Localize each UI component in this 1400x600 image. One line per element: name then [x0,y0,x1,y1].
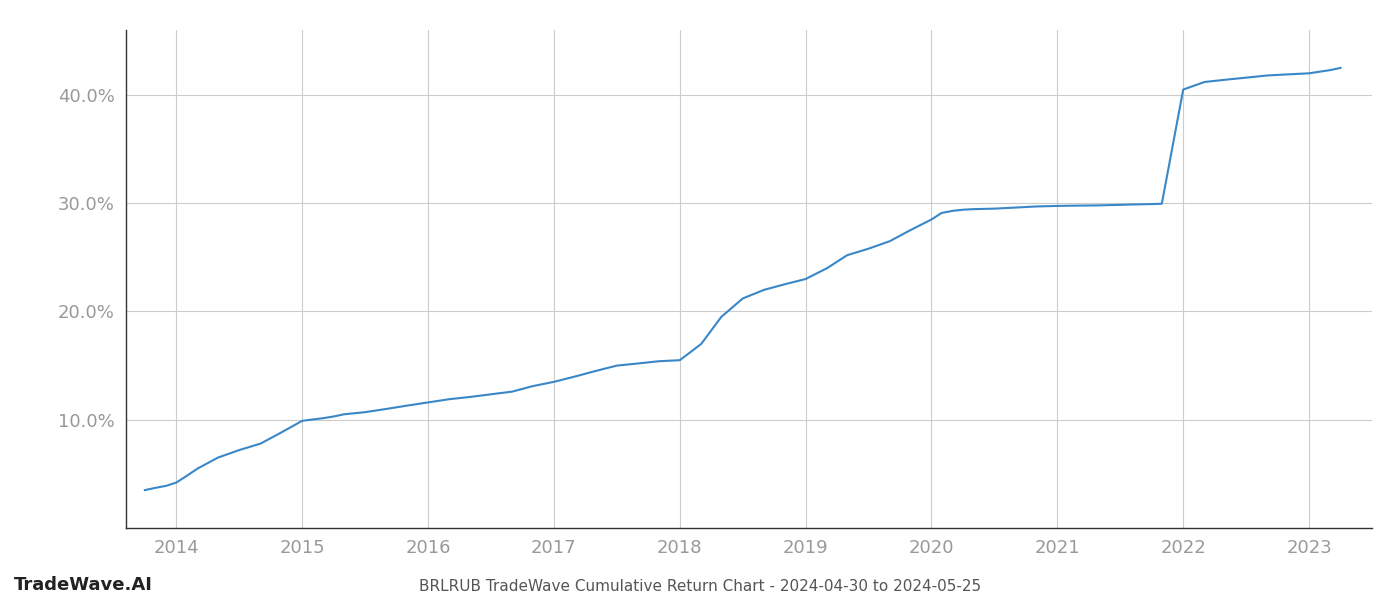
Text: TradeWave.AI: TradeWave.AI [14,576,153,594]
Text: BRLRUB TradeWave Cumulative Return Chart - 2024-04-30 to 2024-05-25: BRLRUB TradeWave Cumulative Return Chart… [419,579,981,594]
